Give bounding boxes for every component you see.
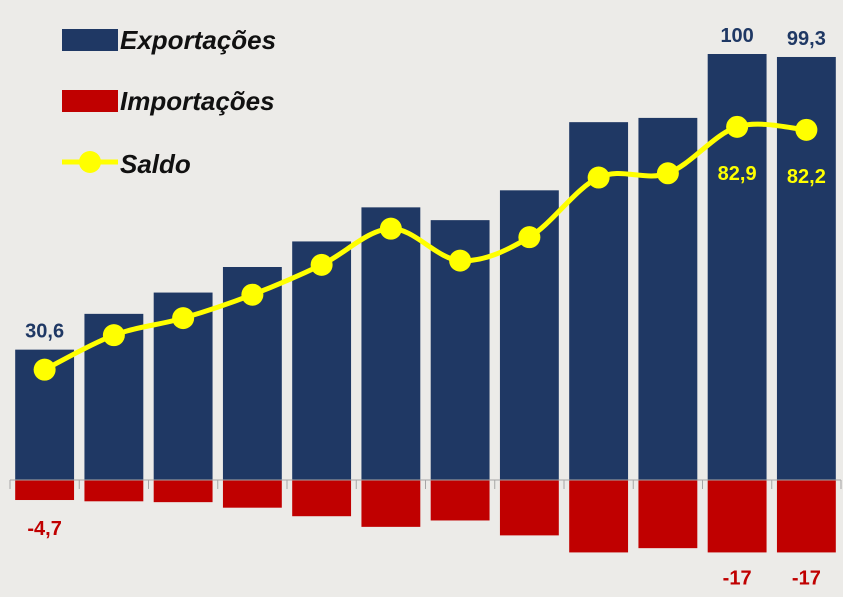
import-bar bbox=[430, 480, 490, 521]
import-value-label: -4,7 bbox=[27, 518, 61, 540]
legend-swatch-importacoes bbox=[62, 90, 118, 112]
legend-item-importacoes: Importações bbox=[62, 86, 275, 116]
x-axis bbox=[9, 479, 842, 489]
saldo-point bbox=[587, 166, 610, 189]
legend-label-exportacoes: Exportações bbox=[120, 25, 276, 55]
saldo-point bbox=[33, 358, 56, 381]
saldo-point bbox=[656, 162, 679, 185]
import-bar bbox=[15, 480, 75, 501]
saldo-point bbox=[379, 217, 402, 240]
export-bar bbox=[292, 241, 352, 480]
export-bar bbox=[361, 207, 421, 481]
legend-label-saldo: Saldo bbox=[120, 149, 191, 179]
data-labels: 30,6 100 99,3 -4,7 -17 -17 82,9 82,2 bbox=[25, 25, 826, 589]
legend-swatch-exportacoes bbox=[62, 29, 118, 51]
export-bars bbox=[15, 54, 836, 481]
import-bar bbox=[707, 480, 767, 553]
saldo-value-label: 82,9 bbox=[718, 163, 757, 185]
import-bar bbox=[153, 480, 213, 503]
saldo-point bbox=[172, 307, 195, 330]
import-bar bbox=[569, 480, 629, 553]
import-value-label: -17 bbox=[723, 567, 752, 589]
import-bar bbox=[292, 480, 352, 517]
saldo-point bbox=[241, 283, 264, 306]
saldo-point bbox=[726, 115, 749, 138]
saldo-value-label: 82,2 bbox=[787, 166, 826, 188]
legend: Exportações Importações Saldo bbox=[62, 25, 276, 179]
legend-item-saldo: Saldo bbox=[62, 149, 191, 179]
export-value-label: 30,6 bbox=[25, 321, 64, 343]
saldo-point bbox=[102, 324, 125, 347]
legend-item-exportacoes: Exportações bbox=[62, 25, 276, 55]
export-value-label: 100 bbox=[720, 25, 753, 47]
import-value-label: -17 bbox=[792, 567, 821, 589]
legend-label-importacoes: Importações bbox=[120, 86, 275, 116]
import-bar bbox=[638, 480, 698, 549]
saldo-point bbox=[449, 249, 472, 272]
saldo-point bbox=[518, 226, 541, 249]
saldo-point bbox=[310, 253, 333, 276]
import-bar bbox=[222, 480, 282, 508]
import-bar bbox=[776, 480, 836, 553]
import-bars bbox=[15, 480, 836, 553]
saldo-line bbox=[33, 115, 818, 381]
import-bar bbox=[361, 480, 421, 527]
import-bar bbox=[84, 480, 144, 502]
saldo-point bbox=[795, 118, 818, 141]
export-value-label: 99,3 bbox=[787, 28, 826, 50]
import-bar bbox=[499, 480, 559, 536]
legend-marker-saldo bbox=[79, 151, 101, 173]
